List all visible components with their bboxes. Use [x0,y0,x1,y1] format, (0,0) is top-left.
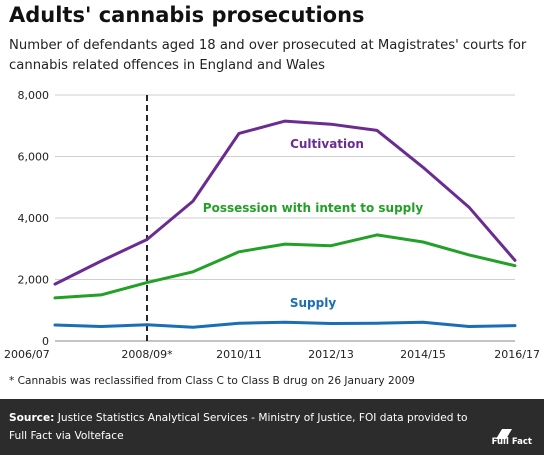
logo-mark-icon [496,429,512,439]
chart-title: Adults' cannabis prosecutions [9,3,365,27]
series-labels: Cultivation Possession with intent to sup… [203,137,424,310]
series-line-possession-with-intent-to-supply [53,233,517,300]
chart-subtitle: Number of defendants aged 18 and over pr… [9,38,527,73]
y-tick-label: 2,000 [18,274,50,287]
y-tick-label: 4,000 [18,212,50,225]
y-tick-label: 6,000 [18,151,50,164]
footnote: * Cannabis was reclassified from Class C… [9,375,415,387]
full-fact-logo: Full Fact [491,429,532,447]
x-tick-label: 2006/07 [4,348,50,361]
y-tick-label: 0 [42,335,49,348]
series-line-cultivation [53,119,517,286]
line-chart: 0 2,000 4,000 6,000 8,000 2006/07 2008/09* 201… [4,89,540,361]
x-tick-label: 2016/17 [494,348,540,361]
series-label: Supply [290,296,336,310]
y-tick-label: 8,000 [18,89,50,102]
source-text: Justice Statistics Analytical Services -… [9,412,468,442]
series-lines [53,119,517,329]
series-label: Possession with intent to supply [203,201,424,215]
series-label: Cultivation [290,137,364,151]
x-axis-tick-labels: 2006/07 2008/09* 2010/11 2012/13 2014/15 2016… [4,348,540,361]
x-tick-label: 2010/11 [216,348,262,361]
x-tick-label: 2012/13 [308,348,354,361]
x-tick-label: 2014/15 [400,348,446,361]
gridlines [55,94,515,342]
series-line-supply [53,320,517,329]
source-label: Source: [9,412,55,424]
x-tick-label: 2008/09* [121,348,173,361]
y-axis-tick-labels: 0 2,000 4,000 6,000 8,000 [18,89,50,348]
logo-text: Full Fact [491,437,532,447]
source-box: Source: Justice Statistics Analytical Se… [0,399,544,455]
